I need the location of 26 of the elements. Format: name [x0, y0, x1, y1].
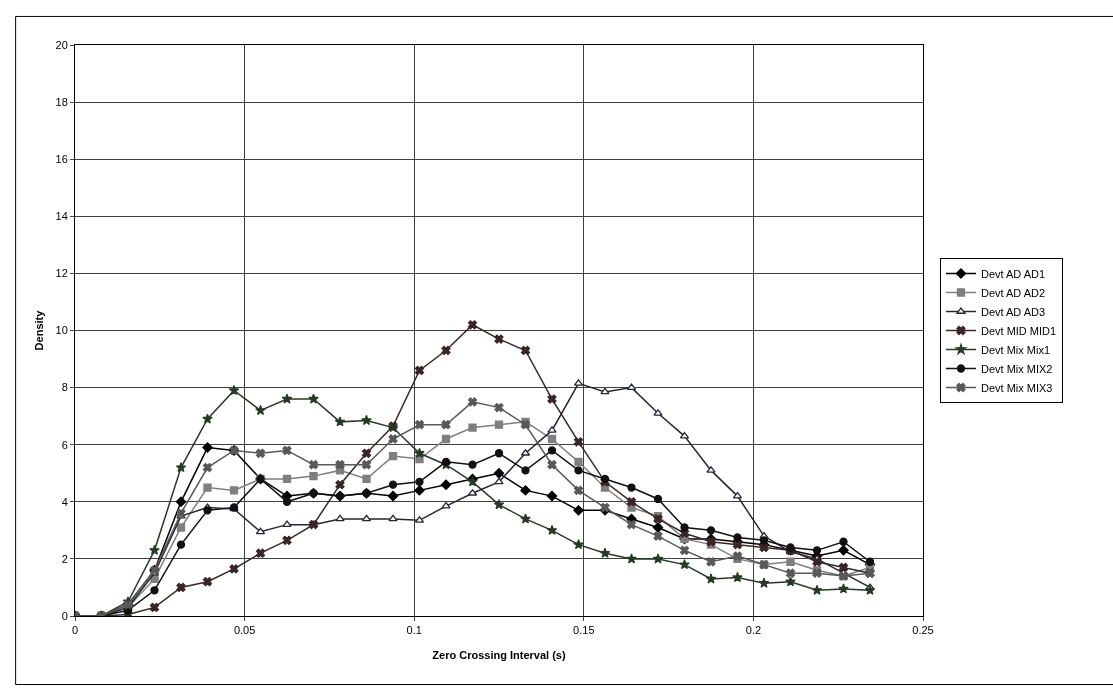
y-tick-label: 16 — [55, 153, 68, 166]
y-tick-label: 4 — [61, 495, 68, 508]
x-axis-title: Zero Crossing Interval (s) — [432, 649, 566, 661]
y-tick-label: 6 — [61, 438, 68, 451]
y-tick-label: 12 — [55, 267, 68, 280]
x-tick-label: 0.1 — [406, 624, 422, 637]
legend-label: Devt Mix MIX2 — [980, 362, 1053, 375]
y-tick-label: 8 — [61, 381, 68, 394]
y-tick-label: 18 — [55, 95, 68, 108]
y-axis-title: Density — [33, 309, 45, 351]
legend-label: Devt AD AD1 — [980, 267, 1046, 280]
x-tick-label: 0.2 — [745, 624, 762, 637]
y-tick-label: 2 — [61, 552, 68, 565]
legend-label: Devt AD AD3 — [980, 305, 1046, 318]
legend-label: Devt MID MID1 — [980, 324, 1057, 337]
legend-label: Devt Mix Mix1 — [980, 343, 1051, 356]
x-tick-label: 0 — [71, 624, 79, 637]
x-tick-label: 0.25 — [912, 624, 934, 637]
y-tick-label: 10 — [55, 324, 68, 337]
x-tick-label: 0.05 — [233, 624, 256, 637]
y-tick-label: 14 — [55, 210, 68, 223]
x-tick-label: 0.15 — [573, 624, 595, 637]
y-tick-label: 20 — [55, 38, 68, 51]
legend-label: Devt AD AD2 — [980, 286, 1046, 299]
y-tick-label: 0 — [61, 609, 68, 622]
legend-label: Devt Mix MIX3 — [980, 381, 1053, 394]
